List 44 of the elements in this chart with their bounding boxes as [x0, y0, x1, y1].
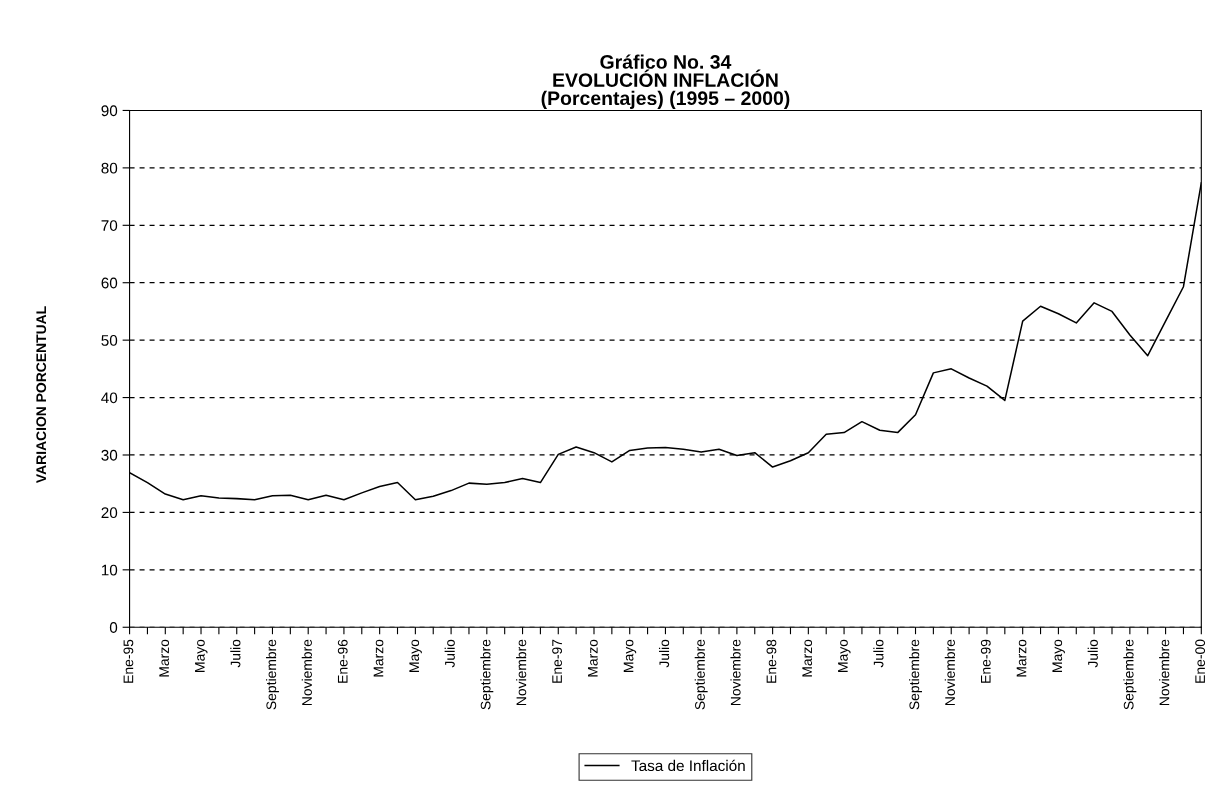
x-tick-label: Marzo: [373, 639, 384, 677]
x-tick-label: Mayo: [838, 639, 851, 672]
x-tick-label: Septiembre: [694, 639, 708, 710]
y-tick-label: 60: [101, 277, 118, 289]
x-tick-label: Noviembre: [516, 639, 527, 706]
y-axis-title: VARIACION PORCENTUAL: [36, 306, 47, 484]
x-tick-label: Julio: [873, 639, 884, 668]
x-tick-label: Septiembre: [909, 639, 922, 710]
y-tick-label: 30: [101, 449, 118, 461]
y-tick-label: 90: [101, 105, 118, 117]
chart-title: Gráfico No. 34 EVOLUCIÓN INFLACIÓN (Porcentajes) (1995 – 2000): [541, 54, 790, 109]
x-tick-label: Septiembre: [266, 639, 279, 710]
x-tick-label: Julio: [658, 639, 670, 668]
x-tick-label: Ene-96: [337, 639, 348, 683]
x-tick-label: Ene-95: [123, 639, 134, 683]
x-tick-label: Noviembre: [730, 639, 741, 706]
y-tick-label: 10: [101, 564, 118, 576]
x-tick-label: Ene-98: [766, 639, 777, 683]
x-tick-label: Mayo: [409, 639, 422, 672]
x-tick-label: Ene-99: [980, 639, 991, 683]
x-tick-label: Ene-97: [552, 639, 562, 683]
y-tick-label: 40: [101, 392, 118, 404]
x-tick-label: Septiembre: [480, 639, 494, 710]
y-tick-label: 70: [101, 220, 118, 231]
x-tick-label: Marzo: [802, 639, 813, 677]
legend-label: Tasa de Inflación: [631, 759, 745, 772]
x-tick-label: Ene-00: [1195, 639, 1206, 683]
x-tick-label: Marzo: [159, 639, 170, 677]
y-tick-label: 20: [101, 507, 118, 519]
y-tick-label: 80: [101, 162, 118, 174]
y-tick-label: 50: [101, 335, 118, 346]
x-tick-label: Mayo: [1052, 639, 1065, 672]
y-tick-label: 0: [109, 622, 118, 633]
x-tick-label: Marzo: [1016, 639, 1027, 677]
x-tick-label: Noviembre: [944, 639, 955, 706]
x-tick-label: Julio: [230, 639, 241, 668]
x-tick-label: Marzo: [588, 639, 598, 677]
x-tick-label: Mayo: [623, 639, 637, 672]
x-tick-label: Julio: [1087, 639, 1098, 668]
x-tick-label: Mayo: [195, 639, 208, 672]
x-tick-label: Septiembre: [1123, 639, 1137, 710]
x-tick-label: Noviembre: [1159, 639, 1170, 706]
x-tick-label: Noviembre: [301, 639, 312, 706]
x-tick-label: Julio: [444, 639, 455, 668]
